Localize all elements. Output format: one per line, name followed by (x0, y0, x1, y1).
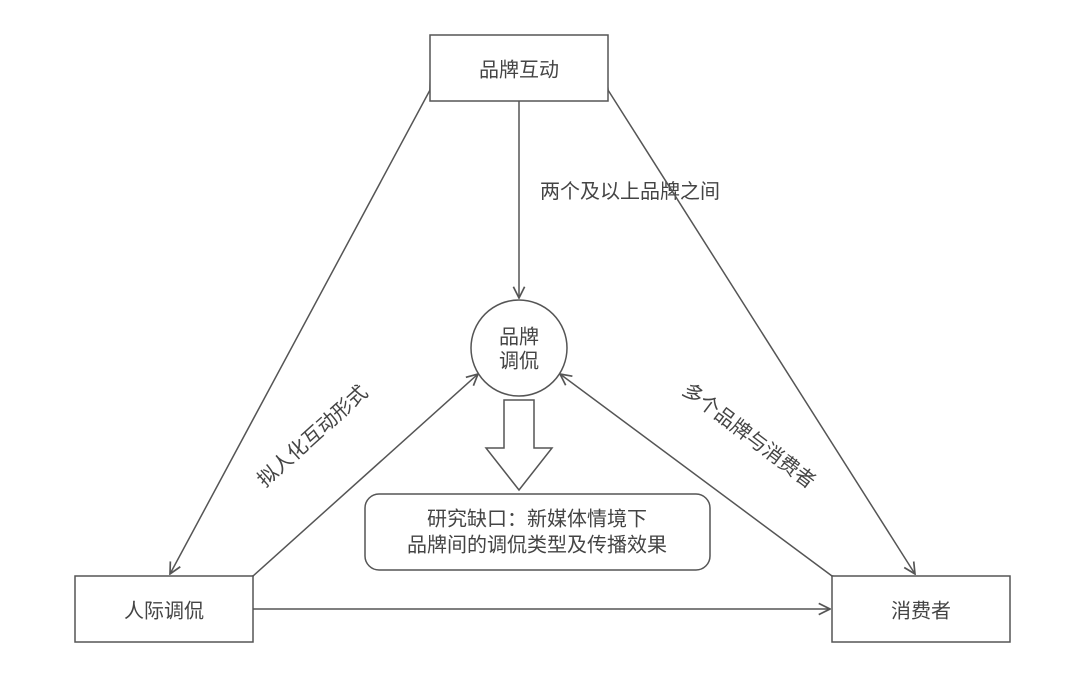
edge-label-top-center: 两个及以上品牌之间 (540, 175, 720, 204)
block-arrow-icon (486, 400, 552, 490)
diagram-canvas: 两个及以上品牌之间 拟人化互动形式 多个品牌与消费者 品牌互动 人际调侃 消费者… (0, 0, 1080, 677)
node-interpersonal-teasing-label: 人际调侃 (124, 594, 204, 623)
node-research-gap-label-1: 研究缺口：新媒体情境下 (427, 502, 647, 531)
node-brand-teasing-label-2: 调侃 (499, 344, 539, 373)
node-consumer-label: 消费者 (891, 594, 951, 623)
node-research-gap-label-2: 品牌间的调侃类型及传播效果 (407, 528, 667, 557)
node-brand-interaction-label: 品牌互动 (479, 53, 559, 82)
edge-label-right-center: 多个品牌与消费者 (677, 374, 822, 493)
edge-label-left-center: 拟人化互动形式 (250, 377, 373, 492)
